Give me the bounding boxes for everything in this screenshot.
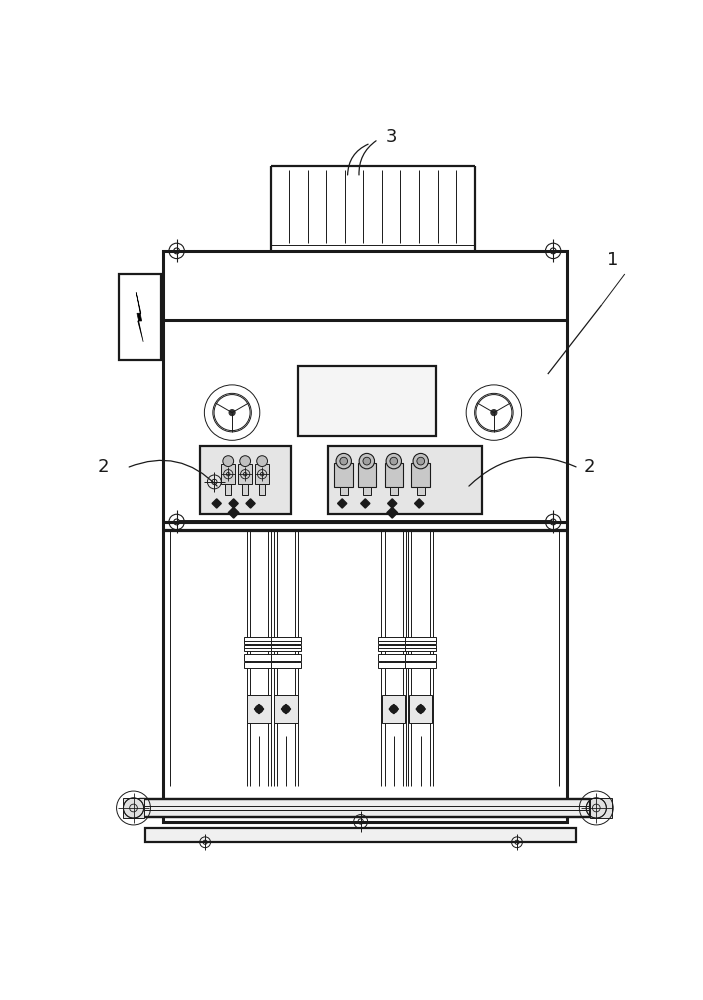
Bar [225, 484, 231, 495]
Polygon shape [387, 499, 397, 508]
Bar [123, 798, 144, 818]
Circle shape [229, 410, 236, 416]
Bar [274, 695, 297, 723]
Bar [378, 645, 409, 651]
Text: 2: 2 [97, 458, 109, 476]
Circle shape [223, 456, 233, 466]
Bar [271, 645, 302, 651]
Polygon shape [361, 499, 370, 508]
Polygon shape [229, 499, 238, 508]
Circle shape [386, 453, 401, 469]
Polygon shape [281, 704, 290, 714]
Bar [244, 637, 274, 644]
Bar [271, 654, 302, 661]
Bar [406, 654, 436, 661]
Bar [247, 695, 271, 723]
Circle shape [336, 453, 352, 469]
Circle shape [340, 457, 347, 465]
Bar [238, 464, 252, 484]
Bar [406, 662, 436, 668]
Bar [417, 487, 425, 495]
Circle shape [359, 453, 375, 469]
Bar [221, 464, 236, 484]
Circle shape [363, 457, 370, 465]
Bar [406, 637, 436, 644]
Bar [411, 463, 430, 487]
Circle shape [257, 456, 268, 466]
Bar [363, 487, 370, 495]
Bar [406, 645, 436, 651]
Polygon shape [254, 704, 264, 714]
Bar [244, 654, 274, 661]
Bar [382, 695, 406, 723]
Circle shape [390, 457, 398, 465]
Bar [378, 662, 409, 668]
Bar [244, 645, 274, 651]
Bar [409, 695, 432, 723]
Polygon shape [228, 507, 239, 518]
Bar [378, 654, 409, 661]
Bar [385, 463, 403, 487]
Polygon shape [387, 507, 398, 518]
Bar [390, 487, 398, 495]
Bar [328, 446, 482, 514]
Bar [200, 446, 290, 514]
Circle shape [491, 410, 497, 416]
Bar [255, 464, 269, 484]
Bar [119, 274, 161, 360]
Bar [259, 484, 265, 495]
Bar [335, 463, 353, 487]
Bar [163, 251, 567, 822]
Text: 3: 3 [386, 128, 398, 146]
Bar [378, 637, 409, 644]
Polygon shape [212, 499, 221, 508]
Polygon shape [416, 704, 425, 714]
Text: 1: 1 [607, 251, 619, 269]
Bar [271, 662, 302, 668]
Bar [140, 799, 590, 817]
Polygon shape [246, 499, 255, 508]
Bar [297, 366, 436, 436]
Circle shape [417, 457, 425, 465]
Circle shape [413, 453, 428, 469]
Polygon shape [136, 292, 143, 342]
Bar [358, 463, 376, 487]
Bar [242, 484, 248, 495]
Polygon shape [389, 704, 399, 714]
Bar [271, 637, 302, 644]
Bar [244, 662, 274, 668]
Polygon shape [337, 499, 347, 508]
Polygon shape [415, 499, 424, 508]
Text: 2: 2 [584, 458, 595, 476]
Bar [590, 798, 612, 818]
Bar [145, 828, 576, 842]
Circle shape [240, 456, 250, 466]
Bar [340, 487, 347, 495]
